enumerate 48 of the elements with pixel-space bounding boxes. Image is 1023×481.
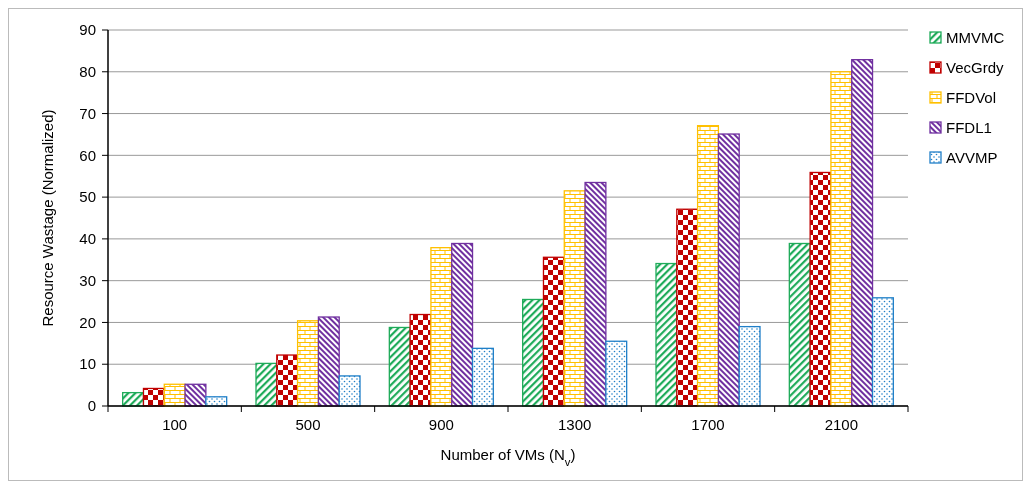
y-tick-label: 70 <box>79 104 96 122</box>
legend-label: AVVMP <box>946 149 998 167</box>
bar <box>338 375 361 407</box>
bar <box>788 242 811 407</box>
y-tick-label: 40 <box>79 230 96 248</box>
bar <box>605 340 628 407</box>
x-tick-label: 500 <box>295 416 321 433</box>
bar <box>676 208 699 407</box>
bar <box>276 354 299 407</box>
legend-label: FFDL1 <box>946 119 992 137</box>
bar <box>563 190 586 407</box>
bar <box>717 133 740 407</box>
bar <box>655 262 678 407</box>
y-tick-label: 80 <box>79 63 96 81</box>
y-tick-label: 0 <box>87 397 96 415</box>
bar <box>871 297 894 407</box>
x-tick-label: 1300 <box>557 416 592 433</box>
bar <box>830 71 853 407</box>
bar <box>317 316 340 407</box>
y-tick-label: 10 <box>79 355 96 373</box>
bar <box>255 362 278 407</box>
bar <box>851 59 874 407</box>
bar <box>471 347 494 407</box>
x-tick-label: 900 <box>428 416 454 433</box>
x-tick-label: 2100 <box>824 416 859 433</box>
bar <box>696 125 720 407</box>
y-axis-title: Resource Wastage (Normalized) <box>39 109 56 327</box>
bar <box>522 298 545 407</box>
y-tick-label: 30 <box>79 271 96 289</box>
y-tick-label: 60 <box>79 146 96 164</box>
bar <box>296 320 320 407</box>
legend-label: VecGrdy <box>946 59 1005 77</box>
bar <box>542 256 565 407</box>
legend-label: MMVMC <box>946 29 1005 47</box>
y-tick-label: 90 <box>79 21 96 39</box>
y-tick-label: 50 <box>79 188 96 206</box>
x-tick-label: 100 <box>162 416 188 433</box>
bar <box>738 325 761 407</box>
x-axis-title: Number of VMs (N$_{v}$) <box>440 446 576 468</box>
bar <box>451 242 474 407</box>
bar <box>184 383 207 407</box>
x-tick-label: 1700 <box>691 416 725 433</box>
y-tick-label: 20 <box>79 313 96 331</box>
bar <box>809 171 832 407</box>
bar <box>430 247 453 407</box>
bar <box>584 181 607 407</box>
legend-label: FFDVol <box>946 89 997 107</box>
bar <box>409 313 432 407</box>
